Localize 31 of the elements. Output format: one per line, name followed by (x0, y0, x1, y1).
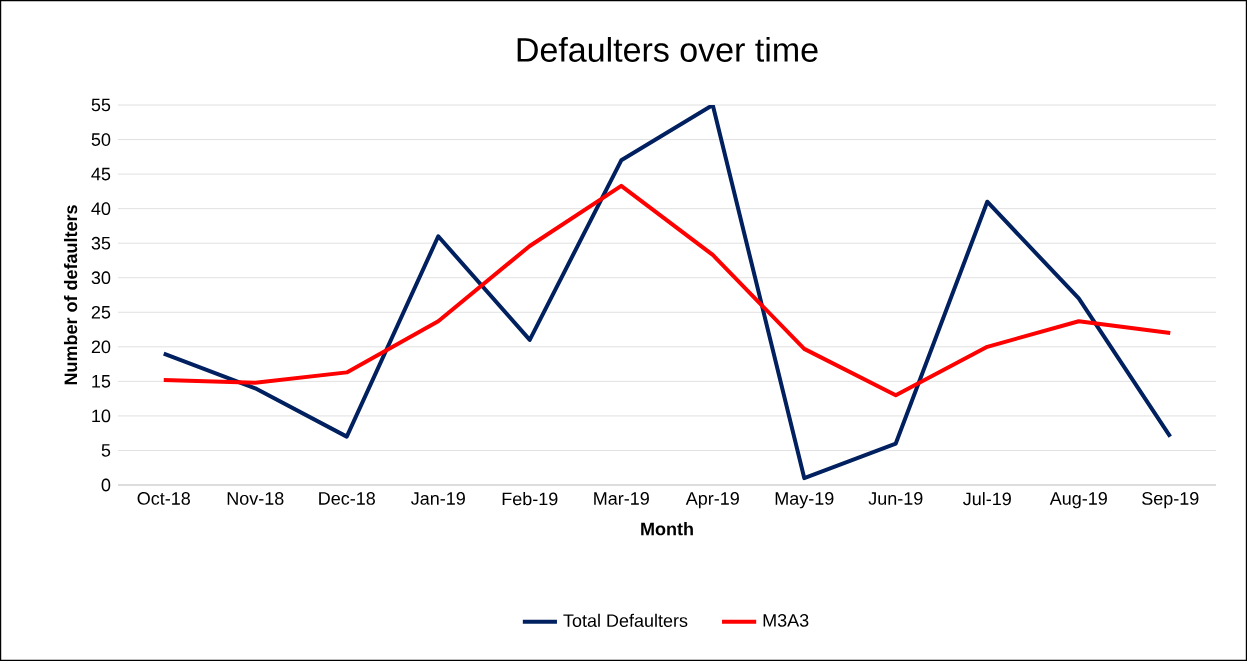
x-tick-label: Aug-19 (1049, 492, 1107, 509)
y-tick-label: 15 (92, 375, 111, 388)
x-axis-title: Month (641, 522, 693, 536)
y-tick-label: 55 (91, 98, 111, 112)
x-tick-label: Feb-19 (502, 492, 558, 506)
y-tick-label: 30 (91, 271, 111, 285)
y-tick-label: 5 (101, 444, 111, 457)
x-tick-label: Oct-18 (137, 492, 190, 505)
legend-label: M3A3 (763, 614, 809, 627)
y-tick-label: 0 (101, 478, 111, 492)
line-series (161, 183, 1173, 398)
y-axis-title: Number of defaulters (63, 205, 78, 385)
y-tick-label: 35 (91, 236, 111, 250)
x-tick-label: Jul-19 (963, 492, 1011, 506)
x-tick-label: Jan-19 (411, 492, 465, 505)
x-tick-label: Mar-19 (594, 492, 649, 505)
y-tick-label: 10 (92, 409, 111, 423)
x-tick-label: Sep-19 (1142, 492, 1199, 509)
x-tick-label: Nov-18 (227, 492, 284, 505)
y-tick-label: 45 (91, 167, 111, 181)
y-tick-label: 40 (91, 202, 111, 216)
x-tick-label: Apr-19 (685, 492, 739, 509)
x-tick-label: May-19 (775, 492, 834, 509)
x-tick-label: Jun-19 (868, 492, 923, 505)
y-tick-label: 25 (91, 305, 111, 319)
line-series (161, 105, 1173, 481)
legend-label: Total Defaulters (563, 613, 688, 628)
x-tick-label: Dec-18 (319, 492, 375, 505)
y-tick-label: 50 (91, 133, 111, 146)
chart-title: Defaulters over time (517, 36, 818, 62)
y-tick-label: 20 (91, 340, 111, 354)
